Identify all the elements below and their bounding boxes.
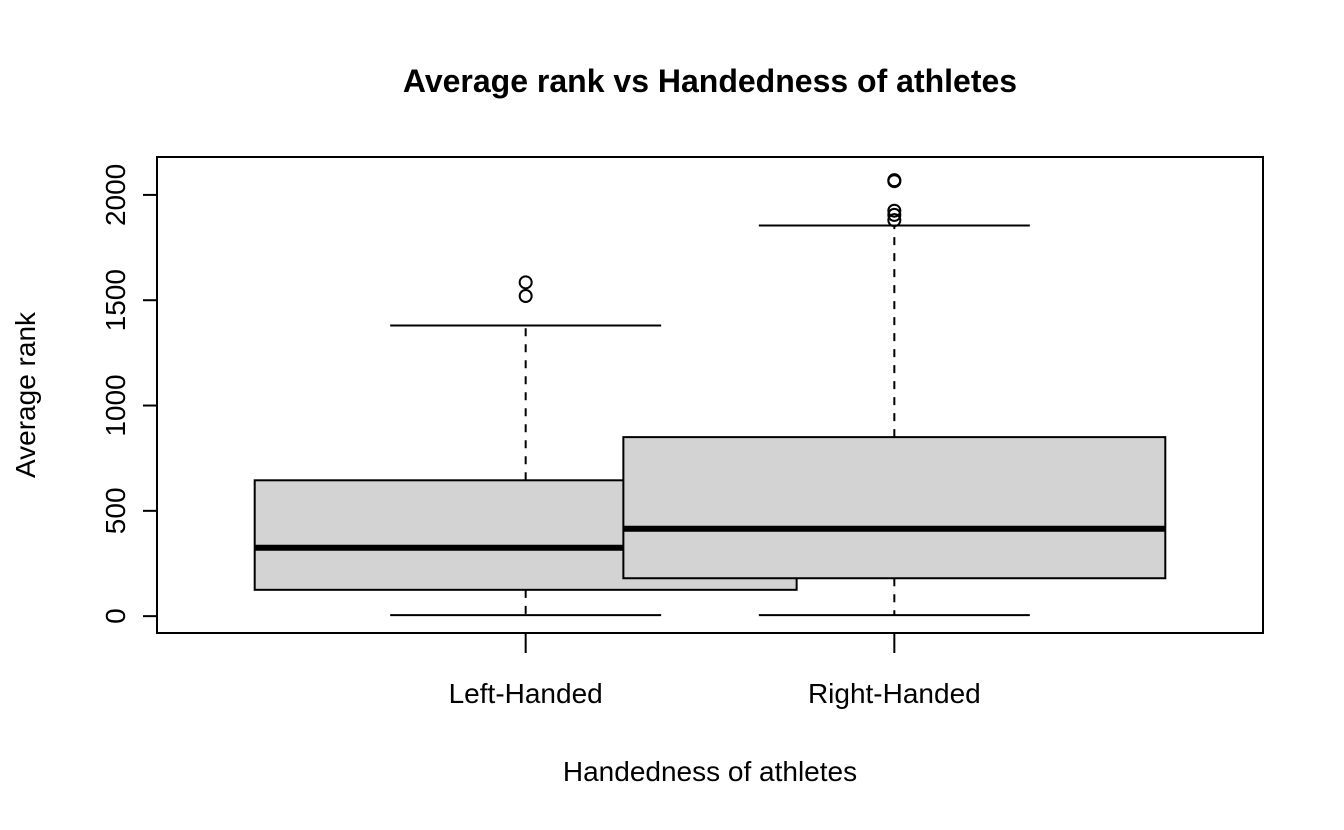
plot-area: 0 500 1000 1500 2000 Left-Handed Right-Handed [100, 156, 1264, 709]
outlier-point [518, 275, 533, 290]
x-tick-label: Right-Handed [808, 678, 981, 709]
y-tick-label: 2000 [100, 164, 131, 226]
chart-title: Average rank vs Handedness of athletes [403, 63, 1017, 99]
x-tick-label: Left-Handed [449, 678, 603, 709]
outlier-point [887, 207, 902, 222]
y-tick-label: 1500 [100, 269, 131, 331]
outlier-point [887, 213, 902, 228]
y-axis-label: Average rank [10, 311, 41, 478]
plot-frame [156, 156, 1264, 634]
outlier-point [887, 173, 902, 188]
iqr-box [622, 436, 1167, 580]
y-tick-label: 1000 [100, 374, 131, 436]
y-tick-label: 0 [100, 608, 131, 624]
x-axis-label: Handedness of athletes [563, 756, 857, 787]
outlier-point [887, 203, 902, 218]
y-tick-label: 500 [100, 487, 131, 534]
outlier-point [518, 289, 533, 304]
